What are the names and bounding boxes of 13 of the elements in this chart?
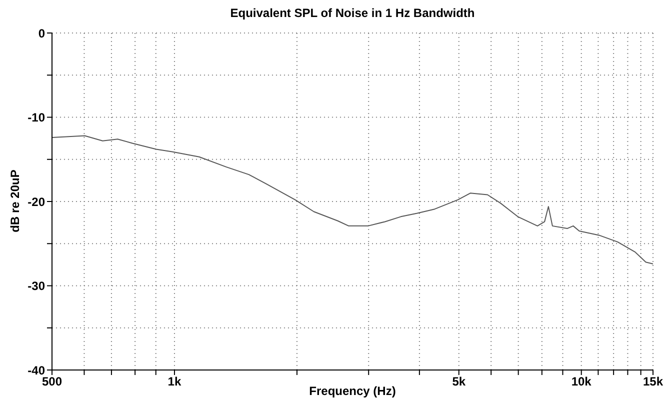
y-axis-title: dB re 20uP: [8, 170, 22, 232]
x-axis-title: Frequency (Hz): [309, 384, 396, 398]
x-tick-label: 10k: [571, 374, 592, 389]
y-tick-label: 0: [38, 26, 46, 40]
chart-title: Equivalent SPL of Noise in 1 Hz Bandwidth: [229, 6, 476, 20]
y-tick-label: -30: [28, 279, 46, 294]
x-tick-label: 500: [42, 374, 62, 389]
y-tick-label: -40: [28, 363, 46, 378]
y-tick-label: -20: [28, 194, 46, 209]
x-tick-label: 1k: [168, 374, 182, 389]
x-tick-label: 5k: [452, 374, 466, 389]
x-tick-label: 15k: [642, 374, 664, 389]
y-tick-label: -10: [28, 110, 46, 125]
